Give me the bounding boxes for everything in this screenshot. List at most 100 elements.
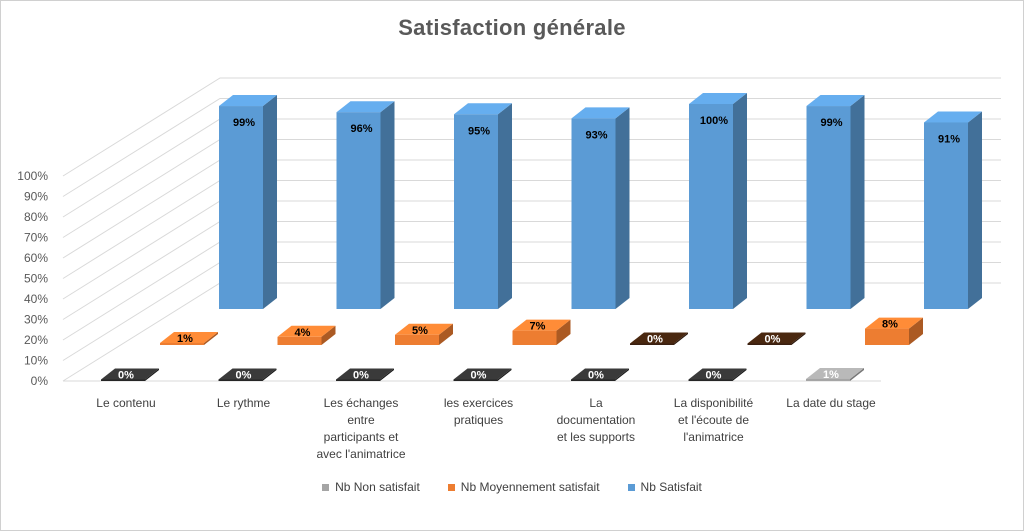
bar-side: [791, 332, 806, 345]
bar: [571, 379, 615, 381]
data-label: 100%: [700, 115, 728, 127]
data-label: 93%: [585, 129, 607, 141]
bar-side: [733, 93, 747, 309]
bar: [277, 336, 322, 345]
bar-side: [321, 325, 336, 345]
data-label: 0%: [706, 370, 722, 382]
y-tick-label: 0%: [31, 374, 49, 388]
y-tick-label: 100%: [17, 169, 48, 183]
bar-top: [806, 367, 864, 379]
category-label: La: [589, 396, 603, 410]
bar: [865, 328, 909, 345]
bar-top: [512, 319, 571, 331]
category-label: entre: [347, 413, 375, 427]
data-label: 1%: [177, 333, 193, 345]
data-label: 7%: [530, 321, 546, 333]
category-label: Les échanges: [324, 396, 399, 410]
bar: [336, 379, 380, 381]
bar-top: [689, 93, 747, 104]
legend-label: Nb Satisfait: [640, 480, 702, 494]
category-label: pratiques: [454, 413, 503, 427]
y-tick-label: 50%: [24, 272, 48, 286]
bar: [336, 112, 381, 309]
bar-top: [454, 103, 512, 115]
data-label: 99%: [820, 117, 842, 129]
bar-top: [219, 95, 277, 107]
legend-swatch: [627, 483, 635, 491]
y-tick-label: 90%: [24, 190, 48, 204]
bar-top: [688, 368, 747, 380]
bar: [747, 343, 792, 345]
legend-swatch: [322, 483, 330, 491]
bar: [454, 114, 498, 309]
data-label: 5%: [412, 325, 428, 337]
bar: [688, 379, 733, 381]
data-label: 0%: [647, 334, 663, 346]
bar-side: [732, 368, 747, 381]
bar: [218, 379, 263, 381]
legend-item: Nb Moyennement satisfait: [447, 480, 600, 494]
legend-label: Nb Moyennement satisfait: [460, 480, 600, 494]
category-label: et les supports: [557, 430, 635, 444]
bar: [924, 122, 968, 309]
bar-top: [277, 325, 336, 337]
data-label: 0%: [353, 370, 369, 382]
category-label: Le rythme: [217, 396, 271, 410]
bar-top: [747, 332, 806, 344]
data-label: 8%: [882, 319, 898, 331]
data-label: 0%: [236, 370, 252, 382]
bar-top: [865, 317, 923, 329]
data-label: 91%: [938, 133, 960, 145]
bar-top: [924, 111, 982, 123]
bar-side: [439, 323, 453, 345]
bar: [806, 106, 851, 309]
y-tick-label: 20%: [24, 333, 48, 347]
data-label: 96%: [350, 123, 372, 135]
bar: [219, 106, 263, 309]
bar-top: [571, 107, 630, 119]
bar-side: [380, 368, 394, 381]
bar-side: [968, 111, 982, 309]
y-tick-label: 70%: [24, 231, 48, 245]
bar-side: [497, 368, 512, 381]
bar-top: [101, 368, 159, 380]
gridline: [62, 77, 1001, 177]
bar-side: [850, 367, 864, 381]
y-tick-label: 30%: [24, 313, 48, 327]
bar-top: [571, 368, 629, 380]
data-label: 0%: [588, 370, 604, 382]
category-label: La disponibilité: [674, 396, 754, 410]
y-tick-label: 80%: [24, 210, 48, 224]
legend-label: Nb Non satisfait: [335, 480, 420, 494]
category-label: documentation: [557, 413, 636, 427]
category-label: les exercices: [444, 396, 513, 410]
data-label: 0%: [118, 370, 134, 382]
bar-side: [262, 368, 277, 381]
bar-top: [336, 101, 395, 113]
bar-top: [218, 368, 277, 380]
category-label: avec l'animatrice: [317, 447, 406, 461]
bar: [453, 379, 498, 381]
bar: [571, 118, 616, 309]
bar-side: [615, 107, 630, 309]
bar-top: [806, 95, 865, 107]
bar-top: [630, 332, 688, 344]
data-label: 4%: [295, 327, 311, 339]
legend-swatch: [447, 483, 455, 491]
bar: [806, 378, 850, 381]
category-label: participants et: [324, 430, 399, 444]
bar-top: [336, 368, 394, 380]
bar-side: [615, 368, 629, 381]
category-label: La date du stage: [786, 396, 876, 410]
category-label: et l'écoute de: [678, 413, 749, 427]
bar: [689, 104, 733, 309]
bar: [160, 342, 204, 345]
bar-side: [263, 95, 277, 309]
bar: [630, 343, 674, 345]
bar: [101, 379, 145, 381]
bar-side: [145, 368, 159, 381]
y-tick-label: 40%: [24, 292, 48, 306]
category-label: Le contenu: [96, 396, 155, 410]
data-label: 95%: [468, 125, 490, 137]
data-label: 0%: [471, 370, 487, 382]
